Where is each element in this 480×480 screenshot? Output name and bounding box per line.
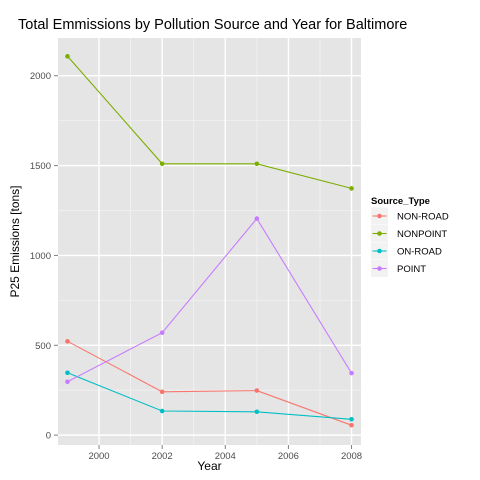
x-tick-label: 2008 [341, 451, 362, 462]
legend-label: ON-ROAD [397, 247, 442, 258]
x-tick-label: 2004 [215, 451, 236, 462]
series-layer [65, 54, 354, 428]
series-point [65, 216, 354, 385]
plot-panel [58, 38, 361, 445]
data-point-non-road [349, 422, 354, 428]
data-point-on-road [254, 409, 260, 415]
data-point-point [65, 379, 70, 385]
y-axis-title: P25 Emissions [tons] [8, 185, 22, 297]
legend-item-on-road: ON-ROAD [371, 242, 442, 260]
series-on-road [65, 370, 354, 422]
y-tick-label: 500 [35, 341, 51, 352]
x-tick-label: 2006 [278, 451, 299, 462]
y-tick-label: 0 [46, 431, 51, 442]
y-tick-label: 1000 [30, 251, 51, 262]
data-point-point [159, 330, 165, 335]
series-line-non-road [67, 340, 352, 426]
series-non-road [65, 339, 354, 428]
data-point-non-road [254, 388, 260, 393]
x-axis-title: Year [197, 459, 221, 473]
series-nonpoint [65, 54, 354, 191]
legend-key-point [377, 248, 382, 254]
x-axis: 2000 2002 2004 2006 2008 [88, 445, 362, 462]
legend-item-non-road: NON-ROAD [371, 207, 449, 225]
data-point-on-road [65, 370, 70, 376]
major-grid [58, 38, 361, 445]
series-line-nonpoint [67, 55, 352, 189]
legend-title: Source_Type [371, 196, 430, 207]
data-point-nonpoint [65, 54, 70, 59]
data-point-nonpoint [254, 161, 260, 167]
legend-label: NONPOINT [397, 229, 447, 240]
data-point-point [254, 216, 260, 221]
data-point-nonpoint [349, 186, 354, 191]
x-tick-label: 2000 [88, 451, 109, 462]
series-line-on-road [67, 372, 352, 420]
y-axis: 0 500 1000 1500 2000 [30, 71, 58, 442]
minor-grid [58, 38, 361, 445]
y-tick-label: 1500 [30, 161, 51, 172]
legend-item-point: POINT [371, 260, 426, 277]
data-point-nonpoint [159, 161, 165, 167]
legend: Source_Type NON-ROAD NONPOINT ON-ROAD POINT [371, 196, 449, 277]
data-point-non-road [159, 389, 165, 395]
chart-title: Total Emmissions by Pollution Source and… [18, 17, 407, 33]
legend-key-point [377, 213, 382, 219]
data-point-on-road [349, 417, 354, 422]
data-point-on-road [159, 408, 165, 414]
legend-key-point [377, 266, 382, 271]
legend-item-nonpoint: NONPOINT [371, 225, 447, 242]
x-tick-label: 2002 [152, 451, 173, 462]
legend-label: NON-ROAD [397, 212, 449, 223]
series-line-point [67, 217, 352, 383]
data-point-point [349, 370, 354, 376]
data-point-non-road [65, 339, 70, 344]
legend-key-point [377, 231, 382, 236]
y-tick-label: 2000 [30, 71, 51, 82]
legend-label: POINT [397, 264, 426, 275]
